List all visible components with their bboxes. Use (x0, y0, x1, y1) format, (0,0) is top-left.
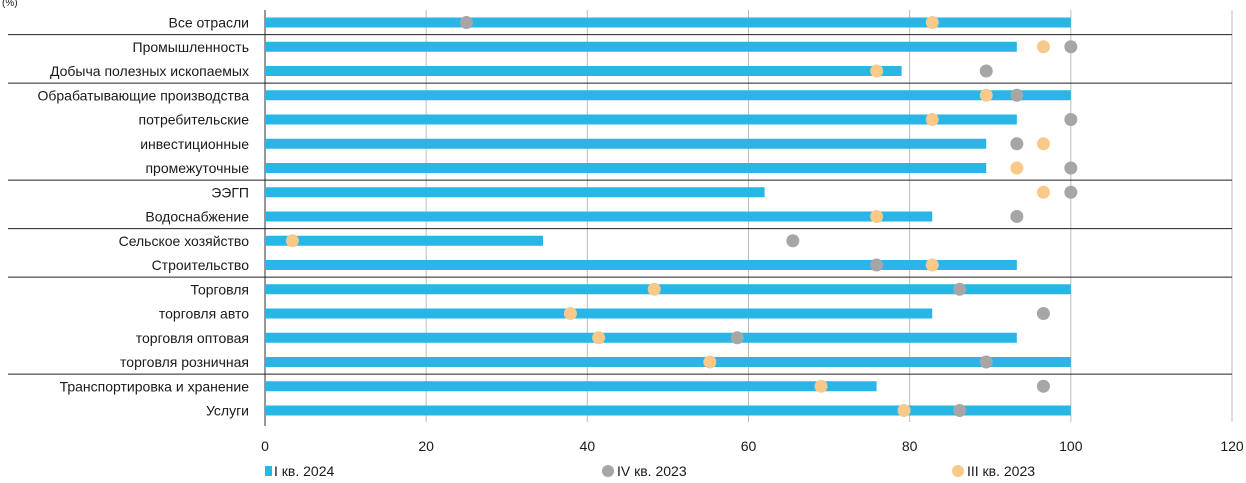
bar-11 (265, 260, 1017, 270)
x-tick-label: 60 (741, 438, 757, 454)
dot-s1-12 (953, 282, 967, 296)
bar-7 (265, 163, 987, 173)
x-axis-ticks: 0 20 40 60 80 100 120 (261, 438, 1244, 454)
dot-s1-7 (1064, 161, 1078, 175)
category-label: промежуточные (145, 160, 249, 176)
legend-label: IV кв. 2023 (617, 463, 687, 479)
dot-s1-6 (1010, 137, 1024, 151)
category-label: потребительские (139, 112, 250, 128)
dot-s1-3 (979, 64, 993, 78)
dot-s2-13 (563, 307, 577, 320)
category-label: Торговля (191, 281, 249, 297)
category-label: Сельское хозяйство (119, 233, 250, 249)
category-label: Водоснабжение (145, 209, 249, 225)
group-dividers (8, 34, 1232, 375)
category-label: Транспортировка и хранение (60, 378, 250, 394)
category-label: Промышленность (133, 39, 249, 55)
legend-swatch-dot (952, 465, 964, 477)
bar-17 (265, 405, 1071, 416)
category-label: инвестиционные (140, 136, 249, 152)
bar-3 (265, 66, 902, 76)
dot-s2-9 (870, 210, 884, 223)
bar-15 (265, 357, 1071, 367)
legend-swatch-bar (265, 466, 272, 476)
x-tick-label: 80 (902, 438, 918, 454)
dot-s1-16 (1036, 379, 1050, 393)
dot-s1-4 (1010, 88, 1024, 102)
category-label: Все отрасли (169, 15, 249, 31)
x-tick-label: 40 (580, 438, 596, 454)
dot-s1-14 (730, 331, 744, 345)
dot-s1-10 (786, 234, 800, 248)
category-label: торговля авто (159, 306, 249, 322)
dot-s2-17 (897, 404, 911, 417)
x-tick-label: 100 (1059, 438, 1083, 454)
bar-8 (265, 187, 765, 198)
category-label: Добыча полезных ископаемых (50, 63, 249, 79)
dot-s1-15 (979, 355, 993, 369)
bar-9 (265, 211, 933, 222)
dot-s2-10 (285, 234, 299, 248)
bar-10 (265, 235, 544, 246)
bar-14 (265, 332, 1017, 343)
dot-s2-5 (925, 113, 939, 126)
category-label: Строительство (152, 257, 250, 273)
legend-label: III кв. 2023 (967, 463, 1035, 479)
x-tick-label: 0 (261, 438, 269, 454)
bar-12 (265, 284, 1071, 295)
dot-s1-9 (1010, 210, 1024, 223)
legend-swatch-dot (602, 465, 614, 477)
x-tick-label: 120 (1220, 438, 1244, 454)
legend: I кв. 2024 IV кв. 2023 III кв. 2023 (265, 463, 1035, 479)
dots (285, 16, 1078, 417)
bar-6 (265, 138, 987, 149)
bar-4 (265, 90, 1071, 101)
dot-s2-14 (592, 331, 606, 345)
bar-16 (265, 381, 877, 392)
dot-s2-16 (814, 379, 828, 393)
dot-s2-7 (1010, 161, 1024, 175)
dot-s2-15 (703, 355, 717, 369)
dot-s1-5 (1064, 113, 1078, 126)
bar-1 (265, 17, 1071, 28)
category-label: Обрабатывающие производства (37, 87, 249, 103)
x-tick-label: 20 (418, 438, 434, 454)
dot-s1-17 (953, 404, 967, 417)
dot-s1-2 (1064, 40, 1078, 54)
bars (265, 17, 1071, 416)
bar-2 (265, 41, 1017, 52)
category-label: Услуги (206, 403, 249, 419)
dot-s2-4 (979, 88, 993, 102)
bar-5 (265, 114, 1017, 125)
category-labels: Все отрасли Промышленность Добыча полезных… (37, 15, 249, 419)
unit-label: (%) (2, 0, 18, 9)
dot-s2-12 (647, 282, 661, 296)
dot-s2-8 (1036, 185, 1050, 199)
dot-s2-6 (1036, 137, 1050, 151)
dot-s1-13 (1036, 307, 1050, 320)
bar-13 (265, 308, 933, 319)
dot-s2-11 (925, 258, 939, 272)
dot-s1-8 (1064, 185, 1078, 199)
dot-s2-2 (1036, 40, 1050, 54)
dot-s2-1 (925, 16, 939, 29)
category-label: ЭЭГП (211, 184, 249, 200)
dot-s2-3 (870, 64, 884, 78)
dot-s1-1 (459, 16, 473, 29)
category-label: торговля розничная (120, 354, 249, 370)
legend-label: I кв. 2024 (274, 463, 334, 479)
category-label: торговля оптовая (136, 330, 249, 346)
dot-s1-11 (870, 258, 884, 272)
